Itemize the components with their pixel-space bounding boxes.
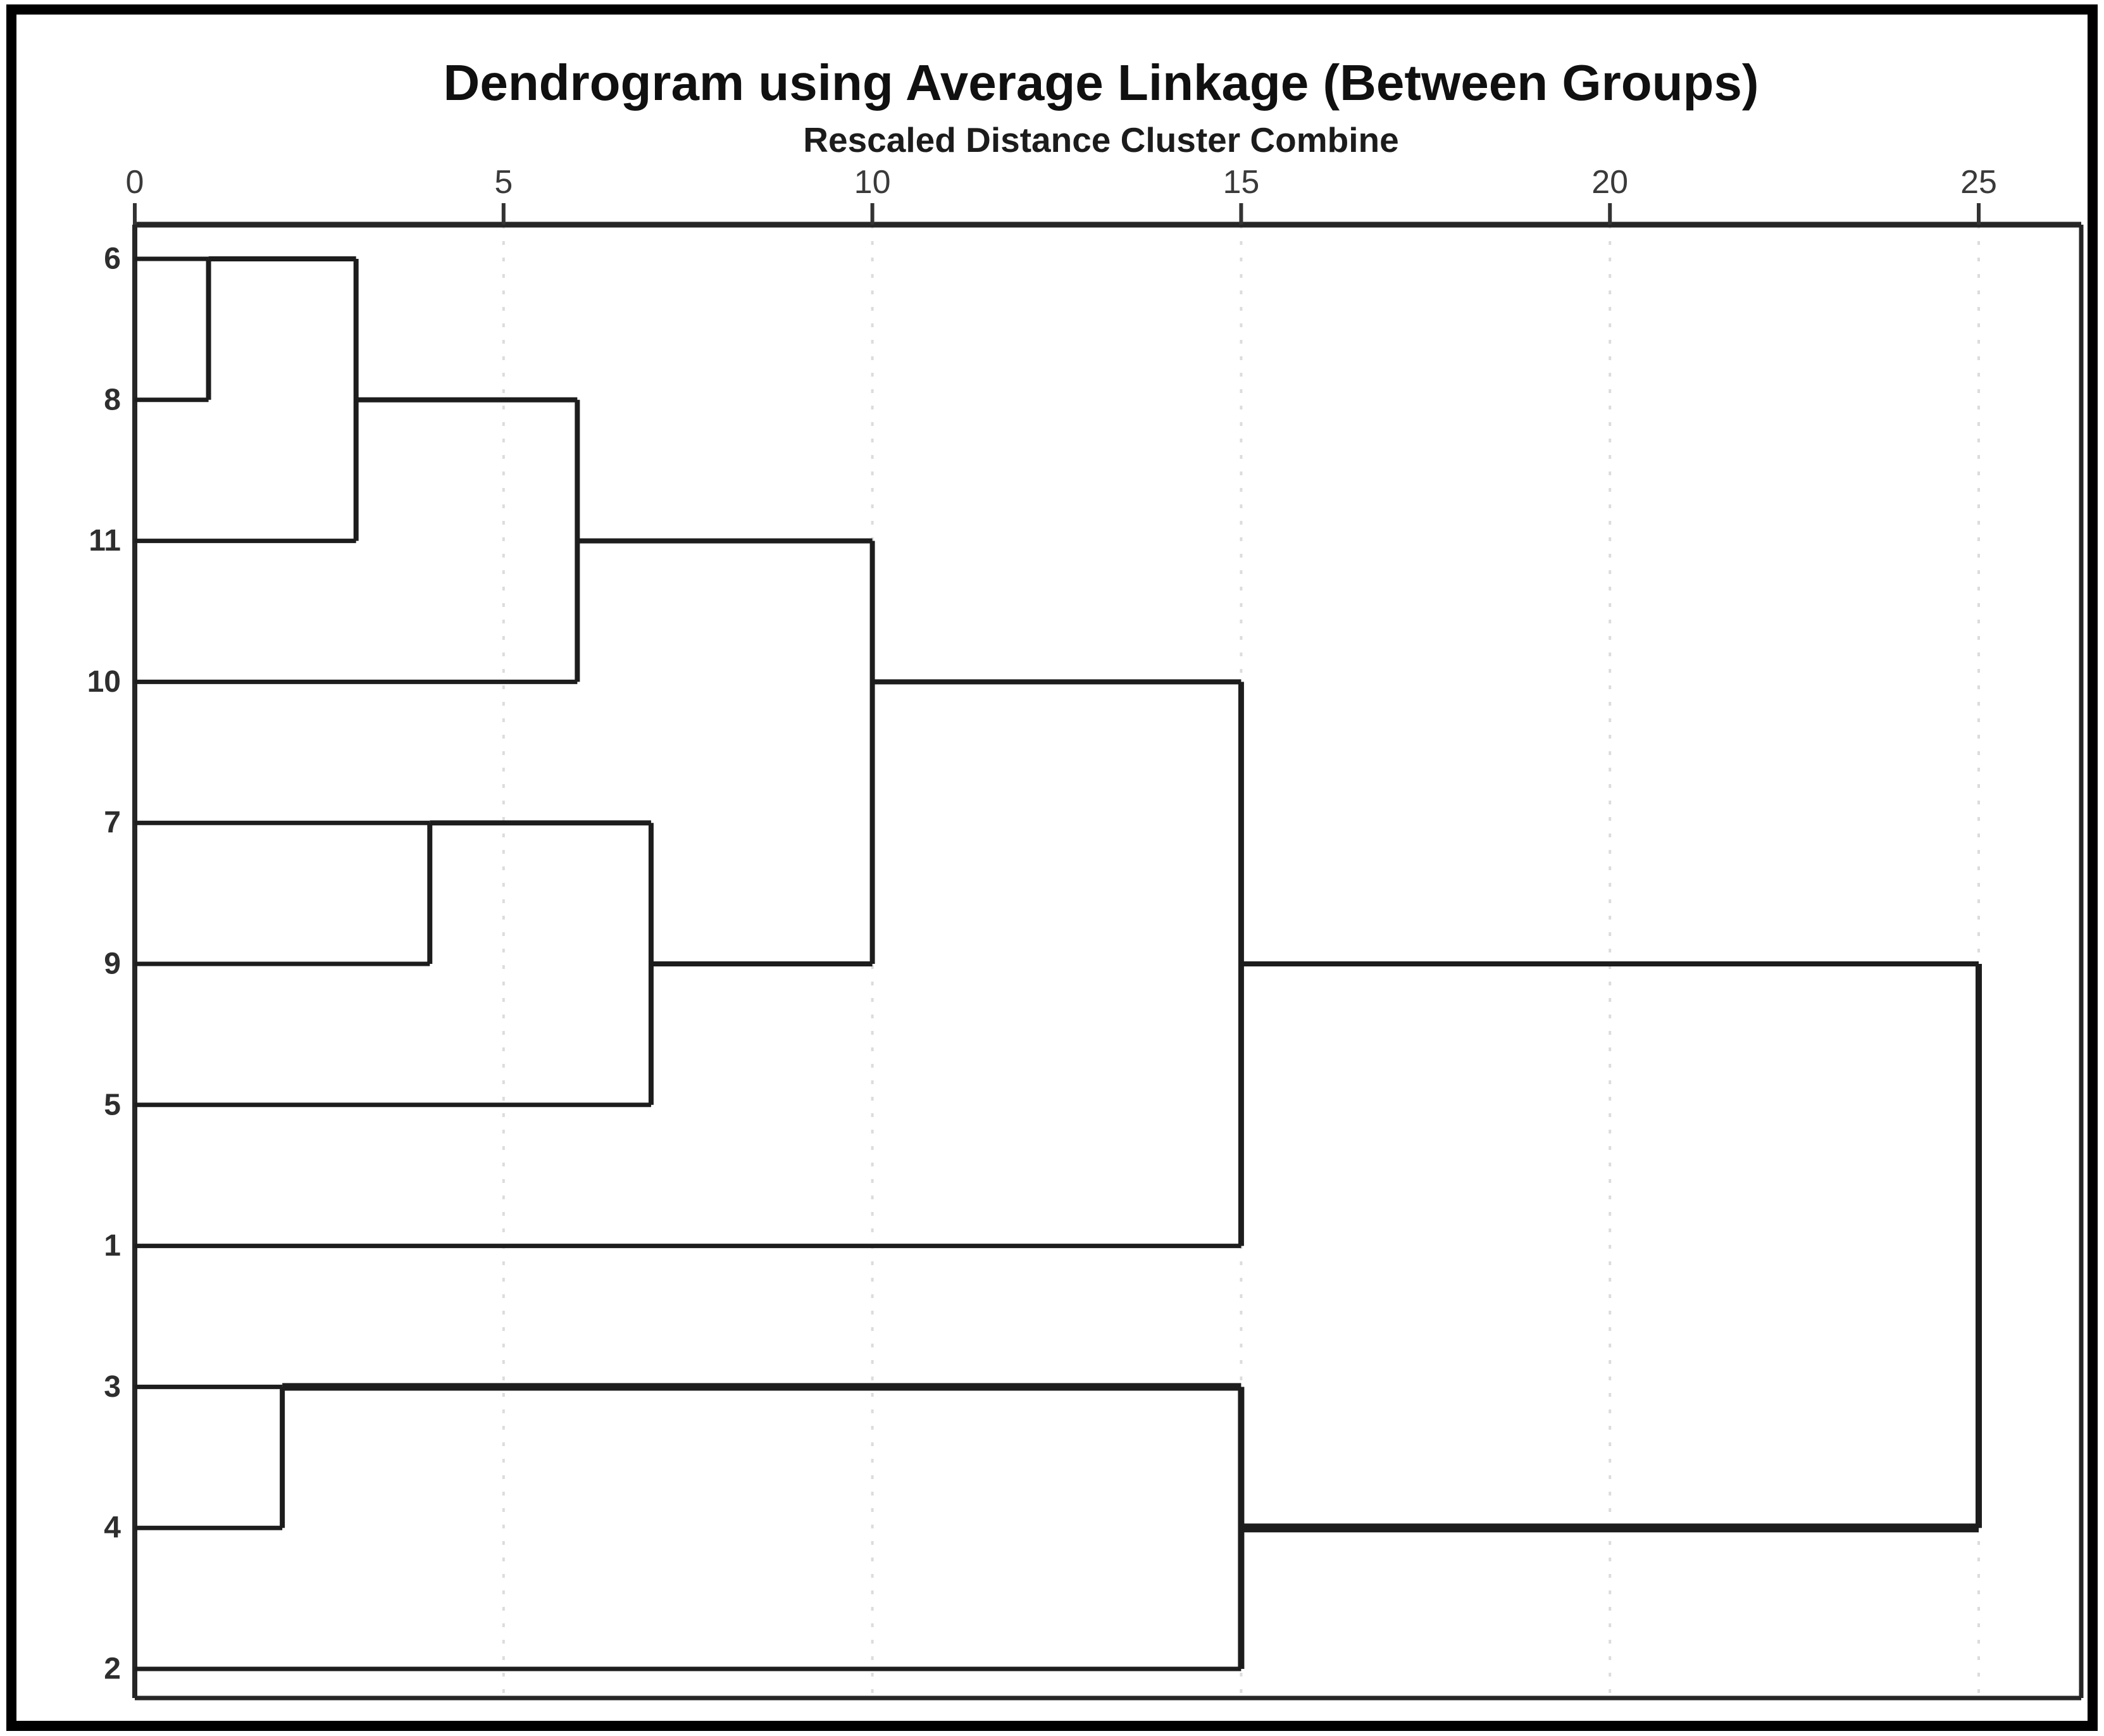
leaf-label-8: 8 — [104, 383, 121, 416]
chart-title: Dendrogram using Average Linkage (Betwee… — [444, 54, 1759, 111]
leaf-label-1: 1 — [104, 1229, 121, 1263]
tick-label-20: 20 — [1591, 164, 1628, 201]
leaf-label-10: 10 — [87, 665, 121, 699]
leaf-label-6: 6 — [104, 242, 121, 276]
leaf-label-3: 3 — [104, 1370, 121, 1404]
leaf-label-4: 4 — [104, 1511, 121, 1545]
leaf-label-5: 5 — [104, 1088, 121, 1121]
leaf-label-7: 7 — [104, 806, 121, 840]
dendrogram-tree — [135, 256, 1982, 1671]
leaf-label-2: 2 — [104, 1652, 121, 1686]
figure-border — [6, 4, 2098, 1731]
leaf-labels: 6 8 11 10 7 9 5 1 3 4 2 — [87, 242, 121, 1686]
tick-label-5: 5 — [494, 164, 513, 201]
leaf-label-11: 11 — [89, 524, 121, 558]
leaf-label-9: 9 — [104, 947, 121, 981]
tick-label-25: 25 — [1960, 164, 1997, 201]
tick-label-10: 10 — [854, 164, 891, 201]
chart-subtitle: Rescaled Distance Cluster Combine — [803, 120, 1398, 159]
tick-label-15: 15 — [1223, 164, 1259, 201]
x-axis: 0 5 10 15 20 25 — [126, 164, 1997, 225]
plot-frame — [132, 222, 2084, 1701]
tick-label-0: 0 — [126, 164, 144, 201]
